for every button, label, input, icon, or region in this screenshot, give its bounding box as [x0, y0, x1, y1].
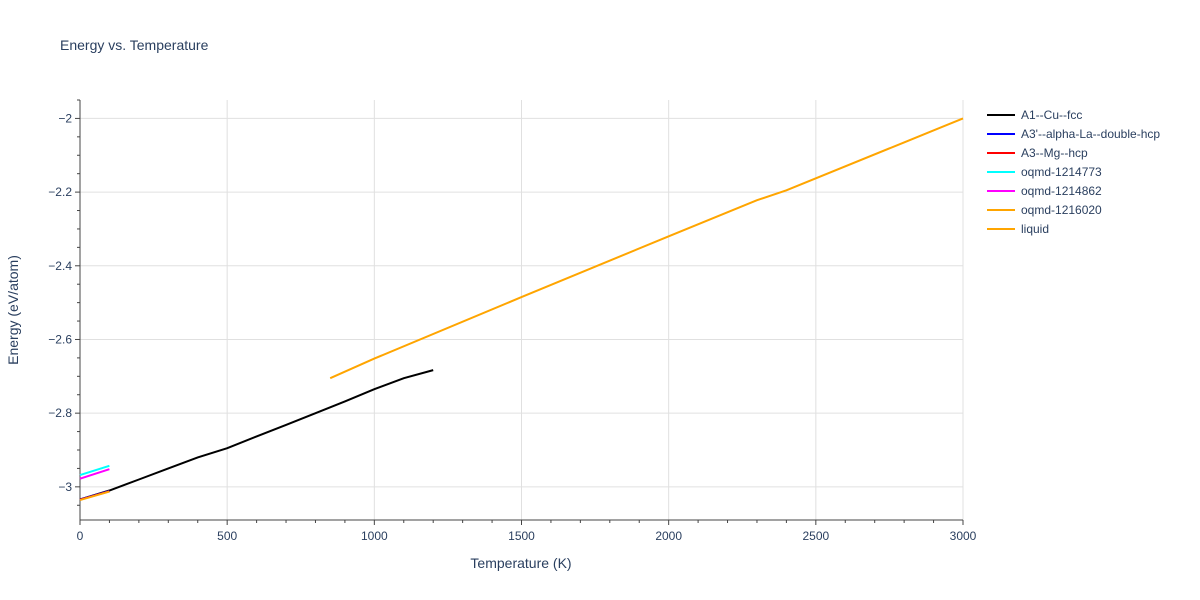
legend-item[interactable]: A3--Mg--hcp [987, 146, 1088, 160]
legend-label: oqmd-1214773 [1021, 165, 1102, 179]
legend-label: A1--Cu--fcc [1021, 108, 1082, 122]
legend-label: oqmd-1216020 [1021, 203, 1102, 217]
x-tick-label: 1000 [361, 529, 388, 543]
grid-layer [80, 100, 964, 520]
y-tick-label: −3 [58, 480, 72, 494]
series-line-liquid [329, 117, 964, 380]
y-tick-label: −2.8 [48, 406, 72, 420]
y-tick-label: −2.4 [48, 259, 72, 273]
series-line-a1-cu-fcc [79, 369, 434, 501]
legend-label: A3--Mg--hcp [1021, 146, 1088, 160]
legend-item[interactable]: A1--Cu--fcc [987, 108, 1082, 122]
x-tick-label: 500 [217, 529, 237, 543]
x-tick-label: 0 [77, 529, 84, 543]
series-layer [79, 117, 964, 502]
x-tick-label: 2000 [655, 529, 682, 543]
legend-item[interactable]: liquid [987, 222, 1049, 236]
y-tick-label: −2.2 [48, 185, 72, 199]
legend-label: liquid [1021, 222, 1049, 236]
legend[interactable]: A1--Cu--fcc A3'--alpha-La--double-hcp A3--… [987, 108, 1160, 236]
series-line-oqmd-1214773 [79, 464, 110, 477]
y-axis-title: Energy (eV/atom) [5, 255, 21, 365]
x-tick-label: 1500 [508, 529, 535, 543]
tick-layer: 0 500 1000 1500 2000 2500 3000 −3 −2.8 −2.6 −2.4 −2… [48, 99, 977, 543]
y-tick-label: −2 [58, 111, 72, 125]
y-tick-label: −2.6 [48, 332, 72, 346]
legend-item[interactable]: A3'--alpha-La--double-hcp [987, 127, 1160, 141]
legend-label: A3'--alpha-La--double-hcp [1021, 127, 1160, 141]
legend-item[interactable]: oqmd-1214862 [987, 184, 1102, 198]
x-tick-label: 2500 [802, 529, 829, 543]
x-axis-title: Temperature (K) [470, 555, 571, 571]
legend-label: oqmd-1214862 [1021, 184, 1102, 198]
chart-title: Energy vs. Temperature [60, 37, 209, 53]
legend-item[interactable]: oqmd-1214773 [987, 165, 1102, 179]
series-line-oqmd-1216020 [79, 490, 110, 502]
x-tick-label: 3000 [950, 529, 977, 543]
legend-item[interactable]: oqmd-1216020 [987, 203, 1102, 217]
series-line-oqmd-1214862 [79, 468, 110, 480]
